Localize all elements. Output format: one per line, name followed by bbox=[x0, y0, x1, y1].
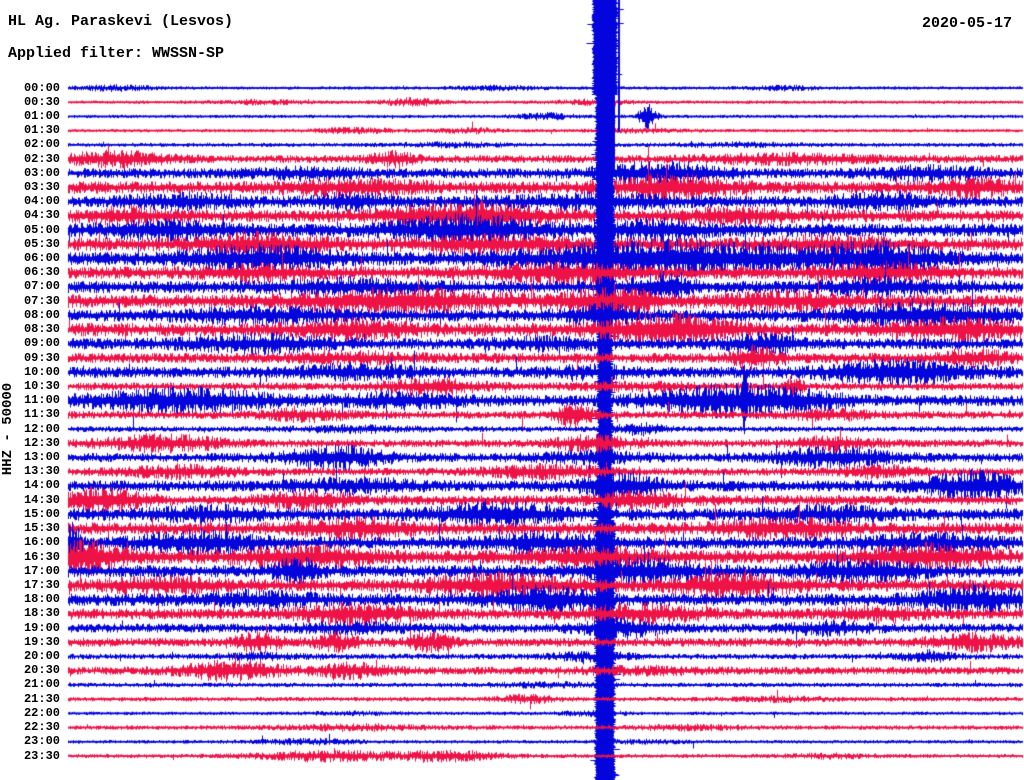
time-label: 21:30 bbox=[23, 691, 60, 706]
time-label: 08:00 bbox=[23, 307, 60, 322]
time-label: 22:30 bbox=[23, 720, 60, 735]
time-label: 19:00 bbox=[23, 620, 60, 635]
time-label: 02:30 bbox=[23, 151, 60, 166]
time-label: 15:30 bbox=[23, 521, 60, 536]
time-label: 16:30 bbox=[23, 549, 60, 564]
time-label: 18:30 bbox=[23, 606, 60, 621]
time-label: 20:30 bbox=[23, 663, 60, 678]
time-label: 13:00 bbox=[23, 450, 60, 465]
time-label: 16:00 bbox=[23, 535, 60, 550]
time-label: 18:00 bbox=[23, 592, 60, 607]
time-label: 03:00 bbox=[23, 165, 60, 180]
time-label: 10:30 bbox=[23, 378, 60, 393]
time-label: 07:00 bbox=[23, 279, 60, 294]
time-label: 15:00 bbox=[23, 506, 60, 521]
time-label: 03:30 bbox=[23, 179, 60, 194]
time-label: 05:30 bbox=[23, 236, 60, 251]
time-label: 19:30 bbox=[23, 634, 60, 649]
time-label: 05:00 bbox=[23, 222, 60, 237]
time-label: 12:00 bbox=[23, 421, 60, 436]
time-label: 01:00 bbox=[23, 108, 60, 123]
time-label: 04:30 bbox=[23, 208, 60, 223]
time-label: 10:00 bbox=[23, 364, 60, 379]
time-label: 06:30 bbox=[23, 265, 60, 280]
time-label: 07:30 bbox=[23, 293, 60, 308]
time-label: 22:00 bbox=[23, 705, 60, 720]
time-label: 11:30 bbox=[23, 407, 60, 422]
time-label: 02:00 bbox=[23, 137, 60, 152]
time-label: 21:00 bbox=[23, 677, 60, 692]
time-label: 00:30 bbox=[23, 94, 60, 109]
time-label: 08:30 bbox=[23, 322, 60, 337]
time-label: 06:00 bbox=[23, 251, 60, 266]
time-label: 14:30 bbox=[23, 492, 60, 507]
time-label: 23:30 bbox=[23, 748, 60, 763]
time-label: 09:30 bbox=[23, 350, 60, 365]
time-label: 00:00 bbox=[23, 80, 60, 95]
time-label: 11:00 bbox=[23, 393, 60, 408]
time-label: 14:00 bbox=[23, 478, 60, 493]
time-label: 23:00 bbox=[23, 734, 60, 749]
time-label: 01:30 bbox=[23, 123, 60, 138]
time-label: 12:30 bbox=[23, 435, 60, 450]
time-label: 20:00 bbox=[23, 649, 60, 663]
time-label: 04:00 bbox=[23, 194, 60, 209]
time-label: 17:30 bbox=[23, 577, 60, 592]
time-label: 09:00 bbox=[23, 336, 60, 351]
time-label: 13:30 bbox=[23, 464, 60, 479]
time-label: 17:00 bbox=[23, 563, 60, 578]
